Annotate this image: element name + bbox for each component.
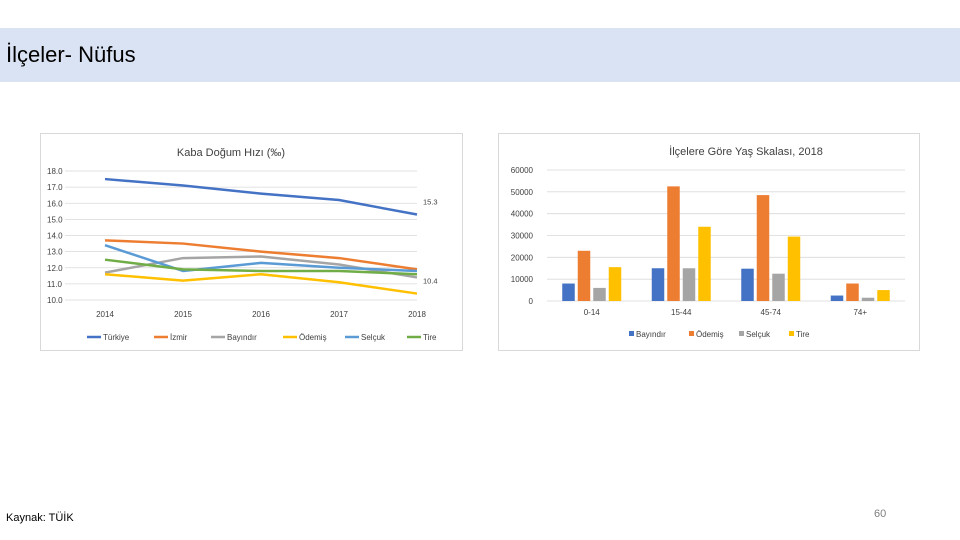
bar-tire-74 (877, 290, 890, 301)
bar-odemis-0-14 (577, 250, 591, 301)
x-tick-label: 2016 (252, 310, 270, 319)
bar-selcuk-45-74 (772, 273, 785, 301)
series-line-tire (104, 258, 418, 276)
y-tick-label: 16.0 (47, 199, 63, 208)
y-tick-label: 13.0 (47, 248, 63, 257)
y-tick-label: 30000 (511, 232, 534, 241)
y-tick-label: 60000 (511, 166, 534, 175)
page-title: İlçeler- Nüfus (6, 42, 136, 67)
bar-tire-45-74 (787, 236, 801, 301)
bar-bayindir-15-44 (651, 268, 665, 301)
legend-swatch-tire (789, 331, 794, 336)
chart-title: İlçelere Göre Yaş Skalası, 2018 (669, 145, 823, 158)
y-tick-label: 0 (529, 297, 534, 306)
legend-swatch-selcuk (739, 331, 744, 336)
bar-odemis-15-44 (667, 186, 680, 301)
y-tick-label: 17.0 (47, 183, 63, 192)
bar-tire-15-44 (698, 226, 711, 301)
bar-selcuk-0-14 (593, 287, 606, 301)
legend-swatch-odemis (689, 331, 694, 336)
legend-label-selcuk: Selçuk (746, 330, 771, 339)
x-tick-label: 15-44 (671, 308, 692, 317)
y-tick-label: 14.0 (47, 232, 63, 241)
series-line-turkiye (104, 177, 418, 216)
legend-label-bayindir: Bayındır (227, 333, 257, 342)
x-tick-label: 2014 (96, 310, 114, 319)
bar-odemis-45-74 (756, 195, 770, 301)
legend-label-tire: Tire (423, 333, 437, 342)
legend-label-i-zmir: İzmir (170, 333, 188, 342)
y-tick-label: 40000 (511, 210, 534, 219)
data-label: 15.3 (423, 198, 438, 207)
y-tick-label: 10000 (511, 275, 534, 284)
age-scale-chart: İlçelere Göre Yaş Skalası, 2018 0 10000 200… (498, 133, 920, 351)
page-number: 60 (874, 508, 887, 520)
series-line-i-zmir (104, 239, 418, 271)
legend-label-odemis: Ödemiş (299, 333, 327, 342)
legend-swatch-bayindir (629, 331, 634, 336)
series-line-selcuk (104, 243, 418, 273)
legend-label-selcuk: Selçuk (361, 333, 386, 342)
bar-tire-0-14 (608, 267, 622, 301)
legend-label-odemis: Ödemiş (696, 330, 724, 339)
legend-label-turkiye: Türkiye (103, 333, 130, 342)
x-tick-label: 45-74 (761, 308, 782, 317)
y-tick-label: 10.0 (47, 296, 63, 305)
source-label: Kaynak: TÜİK (6, 512, 74, 524)
x-tick-label: 2018 (408, 310, 426, 319)
y-tick-label: 18.0 (47, 167, 63, 176)
legend-label-tire: Tire (796, 330, 810, 339)
bar-selcuk-15-44 (682, 268, 696, 301)
y-tick-label: 11.0 (47, 280, 63, 289)
bar-bayindir-45-74 (741, 268, 754, 301)
data-label: 10.4 (423, 277, 438, 286)
legend-label-bayindir: Bayındır (636, 330, 666, 339)
chart-title: Kaba Doğum Hızı (‰) (177, 147, 285, 159)
birth-rate-chart-svg: Kaba Doğum Hızı (‰) 10.0 11.0 12.0 13.0 14.0 1… (47, 147, 438, 342)
y-tick-label: 12.0 (47, 264, 63, 273)
x-tick-label: 0-14 (584, 308, 601, 317)
bar-odemis-74 (846, 283, 859, 301)
age-scale-chart-svg: İlçelere Göre Yaş Skalası, 2018 0 10000 200… (511, 145, 905, 339)
y-tick-label: 20000 (511, 253, 534, 262)
bar-bayindir-74 (830, 295, 844, 301)
x-tick-label: 74+ (853, 308, 867, 317)
y-tick-label: 15.0 (47, 215, 63, 224)
birth-rate-chart: Kaba Doğum Hızı (‰) 10.0 11.0 12.0 13.0 14.0 1… (40, 133, 463, 351)
title-band (0, 28, 960, 82)
x-tick-label: 2015 (174, 310, 192, 319)
x-tick-label: 2017 (330, 310, 348, 319)
y-tick-label: 50000 (511, 188, 534, 197)
bar-bayindir-0-14 (562, 283, 575, 301)
series-line-odemis (104, 272, 418, 295)
bar-selcuk-74 (861, 297, 875, 301)
